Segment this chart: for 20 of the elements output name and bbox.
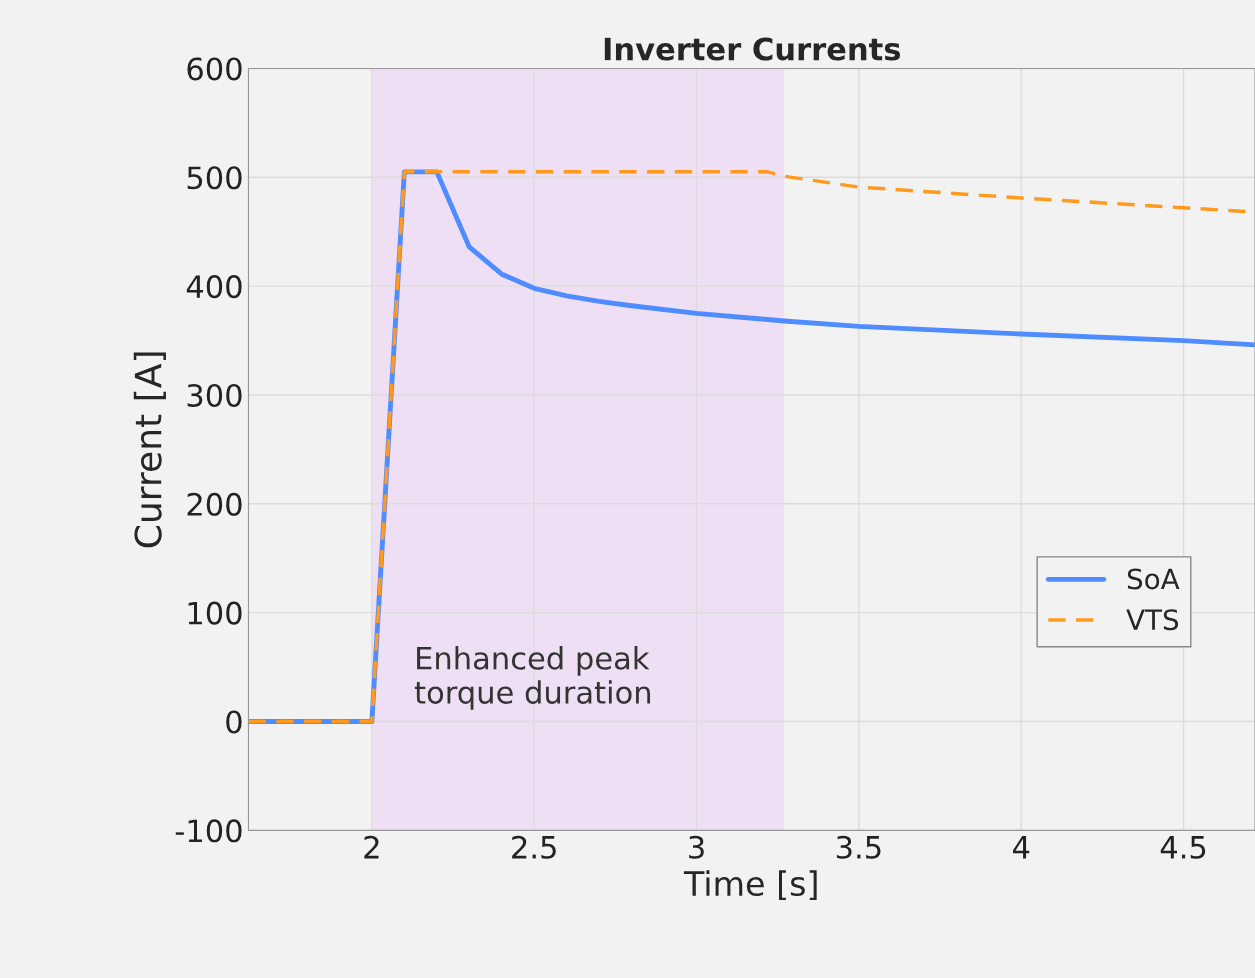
y-tick-label: 0 [226, 710, 242, 734]
x-tick-label: 3 [689, 835, 704, 859]
y-axis-title: Current [A] [133, 352, 166, 548]
legend-label: VTS [1126, 609, 1179, 631]
x-tick-label: 2.5 [512, 835, 556, 859]
y-tick-label: 200 [187, 492, 242, 516]
legend-label: SoA [1127, 568, 1180, 590]
y-tick-label: 500 [187, 166, 242, 190]
x-tick-label: 4.5 [1160, 836, 1206, 859]
chart-title: Inverter Currents [604, 37, 901, 61]
x-tick-label: 4 [1013, 836, 1030, 859]
y-tick-label: 100 [188, 601, 242, 625]
y-tick-label: -100 [175, 819, 242, 843]
x-axis-title: Time [s] [683, 870, 817, 901]
band-label: Enhanced peak torque duration [414, 646, 651, 710]
y-tick-label: 600 [187, 57, 242, 81]
y-tick-label: 300 [187, 383, 242, 408]
x-tick-label: 2 [364, 835, 379, 859]
x-tick-label: 3.5 [836, 835, 881, 859]
y-tick-label: 400 [186, 275, 242, 299]
